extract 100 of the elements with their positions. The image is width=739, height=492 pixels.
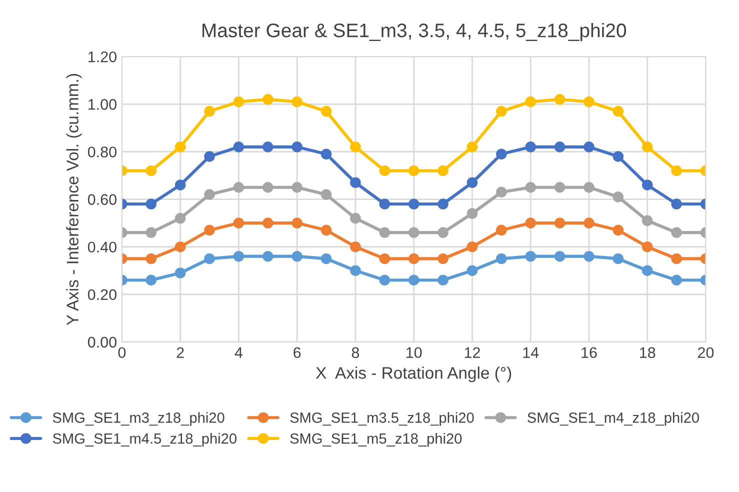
point [292, 250, 302, 262]
point [554, 142, 566, 152]
point [204, 151, 215, 162]
point [204, 224, 215, 236]
point [379, 274, 390, 286]
point [262, 182, 274, 193]
point [671, 198, 682, 210]
point [438, 165, 448, 176]
point [466, 177, 478, 188]
point [408, 198, 420, 210]
y-tick-label: 1.20 [88, 51, 116, 62]
point [642, 180, 653, 190]
point [584, 142, 594, 152]
x-axis-title: X Axis - Rotation Angle (°) [316, 366, 512, 382]
legend-label: SMG_SE1_m4.5_z18_phi20 [52, 433, 236, 447]
point [496, 148, 507, 160]
chart-title: Master Gear & SE1_m3, 3.5, 4, 4.5, 5_z18_phi20 [202, 23, 626, 42]
x-tick-label: 0 [118, 347, 126, 358]
point [174, 142, 186, 152]
y-tick-label: 1.00 [88, 99, 116, 110]
point [174, 180, 186, 190]
point [320, 253, 332, 264]
point [146, 253, 157, 264]
point [350, 142, 361, 152]
legend-label: SMG_SE1_m5_z18_phi20 [290, 433, 462, 447]
point [379, 227, 390, 238]
y-tick-label: 0.40 [88, 242, 116, 253]
point [584, 218, 594, 228]
point [292, 96, 302, 108]
point [174, 268, 186, 278]
point [496, 186, 507, 198]
x-tick-label: 8 [352, 347, 360, 358]
point [466, 142, 478, 152]
point [554, 250, 566, 262]
y-tick-label: 0.20 [88, 289, 116, 300]
point [174, 212, 186, 224]
point [466, 241, 478, 252]
y-axis-title: Y Axis - Interference Vol. (cu.mm.) [66, 74, 82, 326]
point [525, 218, 536, 228]
point [320, 224, 332, 236]
point [496, 106, 507, 117]
y-tick-label: 0.80 [88, 146, 116, 158]
x-tick-label: 16 [582, 347, 597, 358]
point [525, 142, 536, 152]
x-tick-label: 6 [294, 347, 301, 358]
point [671, 165, 682, 176]
legend-label: SMG_SE1_m4_z18_phi20 [528, 412, 699, 426]
point [612, 253, 624, 264]
x-tick-label: 10 [406, 347, 422, 358]
point [554, 182, 566, 193]
point [146, 198, 157, 210]
point [146, 274, 157, 286]
point [642, 265, 653, 276]
point [233, 142, 244, 152]
point [612, 106, 624, 117]
point [525, 182, 536, 193]
point [612, 192, 624, 202]
point [671, 227, 682, 238]
point [292, 218, 302, 228]
y-tick-label: 0.60 [88, 194, 116, 205]
point [350, 241, 361, 252]
point [233, 182, 244, 193]
point [262, 218, 274, 228]
x-tick-label: 2 [176, 347, 184, 358]
point [233, 250, 244, 262]
point [174, 241, 186, 252]
point [438, 274, 448, 286]
point [438, 227, 448, 238]
point [438, 253, 448, 264]
point [554, 94, 566, 105]
point [438, 198, 448, 210]
point [320, 106, 332, 117]
point [671, 274, 682, 286]
point [554, 218, 566, 228]
point [262, 142, 274, 152]
point [379, 165, 390, 176]
point [496, 253, 507, 264]
point [233, 96, 244, 108]
point [408, 227, 420, 238]
point [350, 212, 361, 224]
point [642, 241, 653, 252]
x-tick-label: 14 [523, 347, 539, 358]
point [466, 265, 478, 276]
point [262, 94, 274, 105]
point [408, 165, 420, 176]
point [146, 165, 157, 176]
point [671, 253, 682, 264]
legend-label: SMG_SE1_m3_z18_phi20 [52, 412, 224, 426]
legend-label: SMG_SE1_m3.5_z18_phi20 [290, 412, 474, 426]
point [350, 177, 361, 188]
point [466, 208, 478, 219]
point [612, 151, 624, 162]
point [233, 218, 244, 228]
point [408, 253, 420, 264]
point [146, 227, 157, 238]
point [350, 265, 361, 276]
point [262, 250, 274, 262]
point [642, 142, 653, 152]
x-tick-label: 18 [640, 347, 656, 358]
point [292, 142, 302, 152]
